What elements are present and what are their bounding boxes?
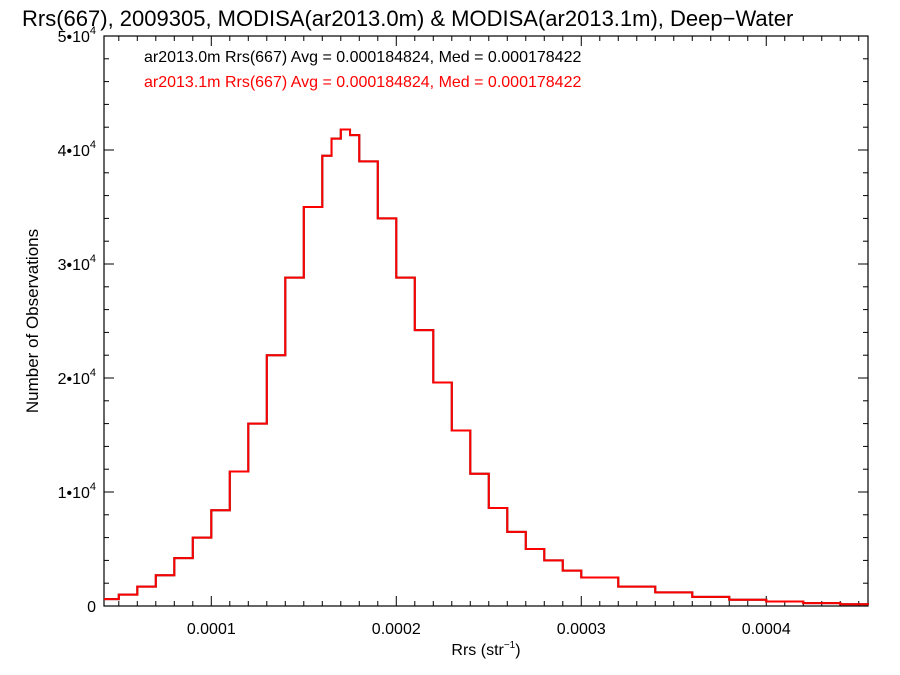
y-tick-label-exponent: 4: [90, 481, 96, 493]
x-axis-label-superscript: −1: [504, 640, 516, 651]
x-axis-label-main: Rrs (str: [451, 642, 504, 659]
y-tick-label: 3•104: [58, 253, 96, 274]
y-tick-label-main: 4•10: [58, 143, 90, 160]
legend: ar2013.0m Rrs(667) Avg = 0.000184824, Me…: [144, 49, 581, 91]
y-tick-label-main: 2•10: [58, 371, 90, 388]
y-tick-label: 4•104: [58, 139, 96, 160]
series-line-ar2013.1m: [104, 128, 869, 606]
y-tick-label-exponent: 4: [90, 139, 96, 151]
series-group: [104, 128, 869, 606]
y-axis-label: Number of Observations: [23, 229, 42, 413]
y-tick-label: 5•104: [58, 25, 96, 46]
y-tick-label-main: 0: [87, 599, 96, 616]
series-line-ar2013.0m: [104, 128, 869, 606]
x-axis-label-close: ): [515, 642, 520, 659]
y-tick-label-exponent: 4: [90, 253, 96, 265]
legend-entry-ar2013.1m: ar2013.1m Rrs(667) Avg = 0.000184824, Me…: [144, 74, 581, 91]
x-tick-label: 0.0004: [742, 621, 791, 638]
x-tick-label: 0.0001: [187, 621, 236, 638]
y-tick-label-main: 3•10: [58, 257, 90, 274]
y-tick-label-main: 1•10: [58, 485, 90, 502]
plot-frame: [103, 35, 869, 607]
chart-title: Rrs(667), 2009305, MODISA(ar2013.0m) & M…: [22, 6, 793, 31]
legend-entry-ar2013.0m: ar2013.0m Rrs(667) Avg = 0.000184824, Me…: [144, 49, 581, 66]
y-tick-label-exponent: 4: [90, 25, 96, 37]
x-tick-label: 0.0002: [372, 621, 421, 638]
y-tick-label-main: 5•10: [58, 29, 90, 46]
axis-ticks: 0.0001 0.0002 0.0003 0.000401•1042•1043•104…: [58, 25, 868, 638]
y-tick-label-exponent: 4: [90, 367, 96, 379]
x-tick-label: 0.0003: [557, 621, 606, 638]
y-tick-label: 0: [87, 599, 96, 616]
x-axis-label: Rrs (str−1): [451, 640, 520, 659]
y-tick-label: 1•104: [58, 481, 96, 502]
y-tick-label: 2•104: [58, 367, 96, 388]
